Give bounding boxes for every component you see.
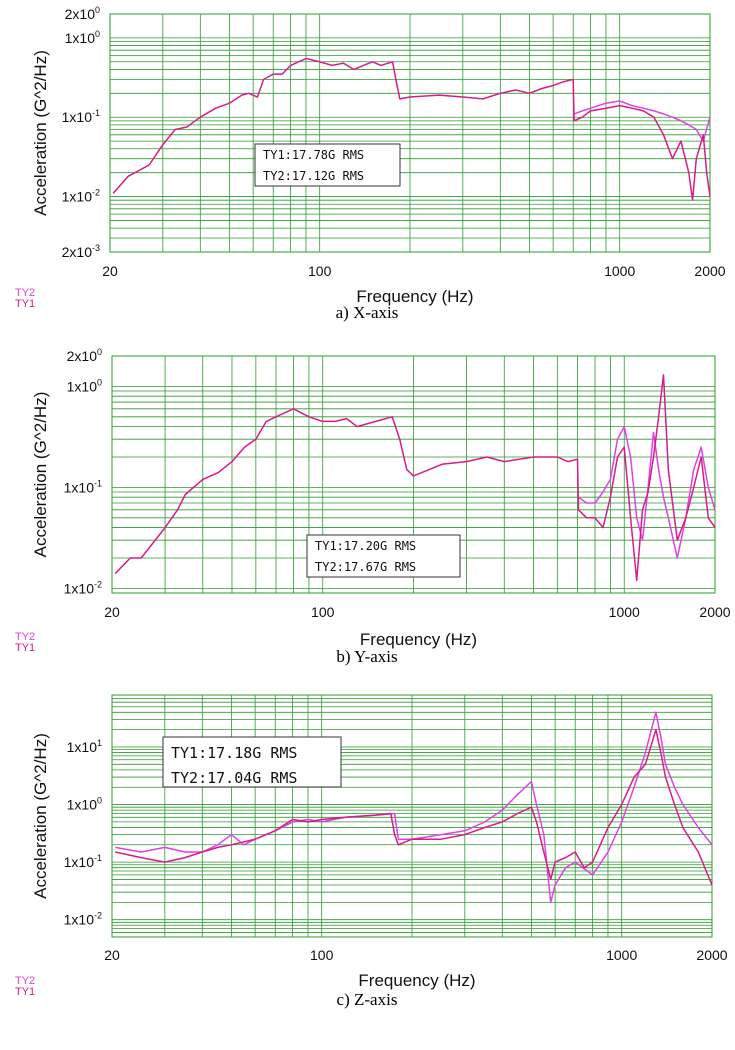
legend-entry-ty2: TY2 [15, 631, 35, 643]
x-tick-label: 2000 [699, 604, 730, 620]
y-tick-label: 1x10-1 [64, 478, 102, 495]
rms-line: TY2:17.12G RMS [263, 169, 364, 183]
y-tick-base: 1x10 [64, 854, 95, 870]
y-tick-base: 1x10 [64, 580, 95, 596]
y-axis-label: Acceleration (G^2/Hz) [31, 392, 50, 558]
legend-entry-ty2: TY2 [15, 287, 35, 299]
y-tick-base: 1x10 [65, 30, 96, 46]
legend-entry-ty1: TY1 [15, 986, 35, 998]
chart-panel-2: 20 100 1000 20001x1011x1001x10-11x10-2Accel… [15, 694, 728, 1009]
x-tick-label: 100 [308, 263, 332, 279]
y-tick-label: 1x101 [67, 738, 102, 755]
y-tick-base: 1x10 [64, 479, 95, 495]
x-tick-label: 20 [104, 947, 120, 963]
rms-box [306, 534, 461, 578]
y-tick-base: 1x10 [64, 912, 95, 928]
plot-frame [109, 13, 711, 253]
y-tick-label: 2x100 [67, 347, 102, 364]
chart-panel-0: 20 100 1000 20002x1001x1001x10-11x10-22x10-… [15, 5, 726, 322]
panel-caption: c) Z-axis [337, 990, 398, 1009]
x-tick-label: 20 [104, 604, 120, 620]
x-axis-label: Frequency (Hz) [356, 287, 473, 306]
y-tick-base: 1x10 [62, 109, 93, 125]
y-tick-exponent: 0 [97, 377, 102, 387]
x-axis-label: Frequency (Hz) [358, 971, 475, 990]
x-tick-label: 2000 [696, 947, 727, 963]
x-tick-label: 1000 [604, 263, 635, 279]
y-tick-base: 2x10 [67, 348, 98, 364]
x-axis-label: Frequency (Hz) [360, 630, 477, 649]
y-tick-base: 1x10 [67, 797, 98, 813]
y-tick-exponent: 1 [97, 738, 102, 748]
y-tick-label: 1x100 [67, 377, 102, 394]
y-tick-exponent: 0 [95, 5, 100, 15]
x-tick-label: 1000 [609, 604, 640, 620]
y-tick-exponent: -1 [94, 478, 102, 488]
y-tick-label: 1x10-2 [62, 188, 100, 205]
panel-caption: b) Y-axis [336, 647, 397, 666]
rms-box [162, 736, 342, 788]
plot-frame [111, 355, 716, 594]
legend-entry-ty2: TY2 [15, 975, 35, 987]
y-tick-exponent: -1 [94, 853, 102, 863]
chart-panel-1: 20 100 1000 20002x1001x1001x10-11x10-2Accel… [15, 347, 731, 666]
y-tick-exponent: -2 [92, 188, 100, 198]
y-axis-label: Acceleration (G^2/Hz) [31, 50, 50, 216]
series-line-ty1 [114, 374, 716, 582]
rms-line: TY1:17.78G RMS [263, 148, 364, 162]
y-tick-exponent: -2 [94, 579, 102, 589]
series-line-ty1 [115, 728, 713, 886]
rms-line: TY1:17.20G RMS [315, 539, 416, 553]
y-tick-exponent: 0 [95, 29, 100, 39]
y-tick-exponent: 0 [97, 347, 102, 357]
series-line-ty1 [112, 57, 711, 201]
rms-box [254, 143, 401, 187]
y-tick-base: 1x10 [67, 378, 98, 394]
y-tick-label: 2x10-3 [62, 243, 100, 260]
y-tick-label: 1x10-1 [62, 108, 100, 125]
rms-line: TY2:17.67G RMS [315, 560, 416, 574]
x-tick-label: 1000 [606, 947, 637, 963]
y-tick-base: 2x10 [62, 244, 93, 260]
y-tick-label: 1x100 [65, 29, 100, 46]
grid [109, 13, 711, 253]
y-tick-label: 1x10-1 [64, 853, 102, 870]
y-tick-base: 1x10 [62, 189, 93, 205]
x-tick-label: 20 [102, 263, 118, 279]
x-tick-label: 100 [310, 947, 334, 963]
panel-caption: a) X-axis [336, 303, 399, 322]
y-tick-label: 1x100 [67, 796, 102, 813]
grid [111, 694, 713, 938]
y-tick-base: 1x10 [67, 739, 98, 755]
series-line-ty2 [573, 100, 711, 142]
y-tick-exponent: -1 [92, 108, 100, 118]
y-tick-label: 1x10-2 [64, 911, 102, 928]
y-tick-exponent: -3 [92, 243, 100, 253]
plot-frame [111, 694, 713, 938]
rms-line: TY1:17.18G RMS [171, 744, 297, 762]
legend-entry-ty1: TY1 [15, 642, 35, 654]
x-tick-label: 100 [311, 604, 335, 620]
y-tick-exponent: -2 [94, 911, 102, 921]
rms-line: TY2:17.04G RMS [171, 769, 297, 787]
y-tick-label: 1x10-2 [64, 579, 102, 596]
y-tick-exponent: 0 [97, 796, 102, 806]
y-axis-label: Acceleration (G^2/Hz) [31, 733, 50, 899]
x-tick-label: 2000 [694, 263, 725, 279]
y-tick-label: 2x100 [65, 5, 100, 22]
legend-entry-ty1: TY1 [15, 298, 35, 310]
y-tick-base: 2x10 [65, 6, 96, 22]
